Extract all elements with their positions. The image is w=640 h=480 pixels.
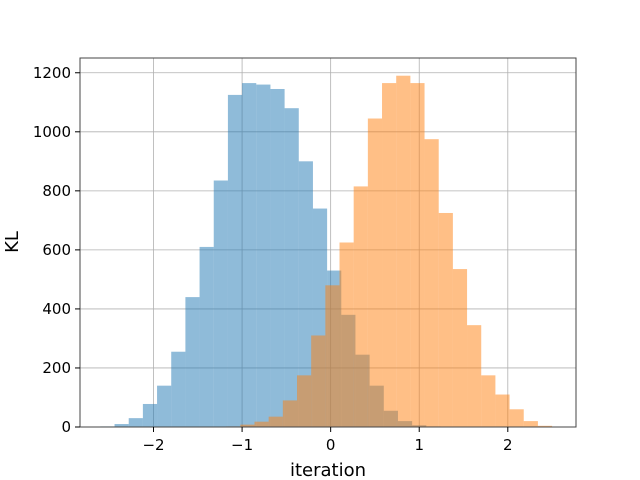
histogram-bar-series-1 [142,403,158,427]
histogram-bar-series-1 [213,180,228,427]
histogram-bar-series-2 [353,186,368,427]
histogram-bar-series-2 [509,409,524,427]
y-tick-label: 600 [42,241,71,259]
histogram-bar-series-2 [537,425,553,427]
y-axis-label: KL [2,231,23,253]
y-tick-label: 1200 [33,64,71,82]
histogram-bar-series-2 [367,118,383,428]
x-tick-label: 1 [414,436,424,454]
histogram-bar-series-1 [227,94,243,428]
histogram-bar-series-1 [298,161,313,427]
histogram-bar-series-2 [325,285,340,427]
histogram-bar-series-1 [270,88,285,427]
histogram-bar-series-2 [467,325,482,427]
histogram-bar-series-2 [282,400,297,427]
histogram-bar-series-2 [240,424,255,427]
histogram-bar-series-1 [128,418,143,427]
histogram-bar-series-2 [410,83,425,427]
histogram-bar-series-2 [481,375,496,427]
histogram-bar-series-1 [256,84,271,428]
histogram-bar-series-1 [114,424,129,427]
histogram-bar-series-1 [242,83,257,427]
histogram-bar-series-2 [382,83,397,427]
x-axis-label: iteration [290,460,366,480]
histogram-bar-series-2 [396,75,411,427]
histogram-bar-series-1 [171,351,186,427]
histogram-bar-series-2 [424,139,439,427]
histogram-bar-series-2 [268,416,283,427]
histogram-bar-series-1 [284,108,299,428]
y-tick-label: 0 [61,418,71,436]
x-axis-ticks: −2 −1 0 1 2 [142,427,513,454]
bars [100,75,553,428]
histogram-bar-series-2 [297,375,312,427]
y-tick-label: 1000 [33,123,71,141]
histogram-bar-series-2 [452,269,468,427]
x-tick-label: 2 [503,436,513,454]
y-axis-ticks: 0 200 400 600 800 1000 1200 [33,64,80,436]
x-tick-label: −1 [231,436,253,454]
histogram-bar-series-1 [199,246,214,427]
histogram-bar-series-2 [254,421,269,427]
histogram-bar-series-1 [157,385,172,427]
histogram-bar-series-2 [438,212,453,427]
histogram-bar-series-2 [523,421,538,427]
y-tick-label: 200 [42,359,71,377]
histogram-bar-series-2 [339,242,354,427]
histogram-bar-series-2 [311,335,326,427]
x-tick-label: 0 [326,436,336,454]
x-tick-label: −2 [142,436,164,454]
histogram-bar-series-2 [495,394,510,427]
histogram-bar-series-1 [185,297,200,427]
y-tick-label: 400 [42,300,71,318]
y-tick-label: 800 [42,182,71,200]
plot-frame [79,57,577,428]
